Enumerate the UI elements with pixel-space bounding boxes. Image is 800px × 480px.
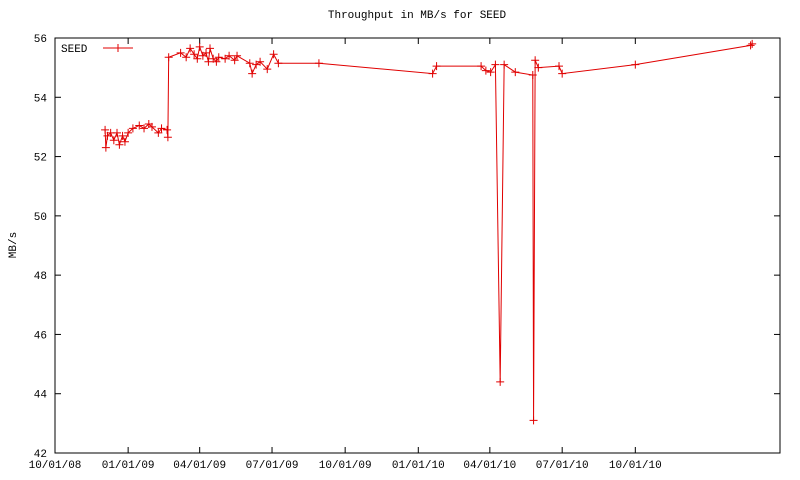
x-tick-label: 07/01/10	[536, 460, 589, 472]
data-point	[113, 128, 122, 137]
x-tick-label: 04/01/10	[463, 460, 516, 472]
data-point	[163, 133, 172, 142]
data-point	[193, 54, 202, 63]
x-tick-label: 10/01/08	[29, 460, 82, 472]
data-point	[212, 57, 221, 66]
data-point	[428, 69, 437, 78]
series-line	[104, 43, 753, 421]
data-point	[176, 48, 185, 57]
data-point	[534, 63, 543, 72]
data-point	[555, 62, 564, 71]
x-tick-label: 10/01/10	[609, 460, 662, 472]
data-point	[225, 51, 234, 60]
y-tick-label: 54	[34, 93, 48, 105]
data-point	[481, 66, 490, 75]
data-point	[748, 39, 757, 48]
plot-frame	[54, 37, 781, 454]
y-axis-label: MB/s	[8, 232, 20, 258]
data-point	[477, 62, 486, 71]
y-tick-label: 52	[34, 153, 47, 165]
x-tick-label: 01/01/10	[392, 460, 445, 472]
x-tick-label: 07/01/09	[246, 460, 299, 472]
chart-title: Throughput in MB/s for SEED	[328, 10, 507, 22]
data-point	[491, 60, 500, 69]
legend-label: SEED	[61, 44, 88, 56]
data-point	[531, 56, 540, 65]
data-point	[528, 71, 537, 80]
data-point	[263, 65, 272, 74]
legend-marker	[114, 44, 122, 52]
data-point	[157, 124, 166, 133]
data-point	[135, 121, 144, 130]
data-point	[214, 53, 223, 62]
data-point	[511, 68, 520, 77]
data-point	[432, 62, 441, 71]
x-tick-label: 01/01/09	[102, 460, 155, 472]
data-point	[182, 53, 191, 62]
data-point	[314, 59, 323, 68]
data-point	[746, 41, 755, 50]
y-tick-label: 56	[34, 34, 47, 46]
data-point	[204, 57, 213, 66]
data-point	[154, 128, 163, 137]
data-point	[190, 50, 199, 59]
y-tick-label: 50	[34, 212, 47, 224]
data-point	[120, 137, 129, 146]
data-point	[118, 131, 127, 140]
y-tick-label: 46	[34, 330, 47, 342]
data-point	[186, 44, 195, 53]
data-point	[486, 68, 495, 77]
data-point	[256, 57, 265, 66]
data-point	[230, 56, 239, 65]
data-point	[631, 60, 640, 69]
data-point	[248, 69, 257, 78]
x-tick-label: 10/01/09	[319, 460, 372, 472]
data-point	[245, 59, 254, 68]
data-point	[164, 53, 173, 62]
data-point	[128, 124, 137, 133]
data-point	[147, 122, 156, 131]
data-point	[558, 69, 567, 78]
x-tick-label: 04/01/09	[173, 460, 226, 472]
data-point	[496, 377, 505, 386]
data-point	[101, 125, 110, 134]
data-point	[529, 416, 538, 425]
data-point	[195, 42, 204, 51]
data-point	[115, 140, 124, 149]
data-point	[500, 60, 509, 69]
y-tick-label: 42	[34, 449, 47, 461]
y-tick-label: 48	[34, 271, 47, 283]
data-point	[233, 51, 242, 60]
data-point	[101, 143, 110, 152]
y-tick-label: 44	[34, 390, 48, 402]
data-point	[140, 124, 149, 133]
data-point	[124, 128, 133, 137]
data-point	[163, 125, 172, 134]
data-point	[206, 44, 215, 53]
data-point	[269, 50, 278, 59]
data-point	[202, 48, 211, 57]
data-point	[109, 136, 118, 145]
data-point	[274, 59, 283, 68]
